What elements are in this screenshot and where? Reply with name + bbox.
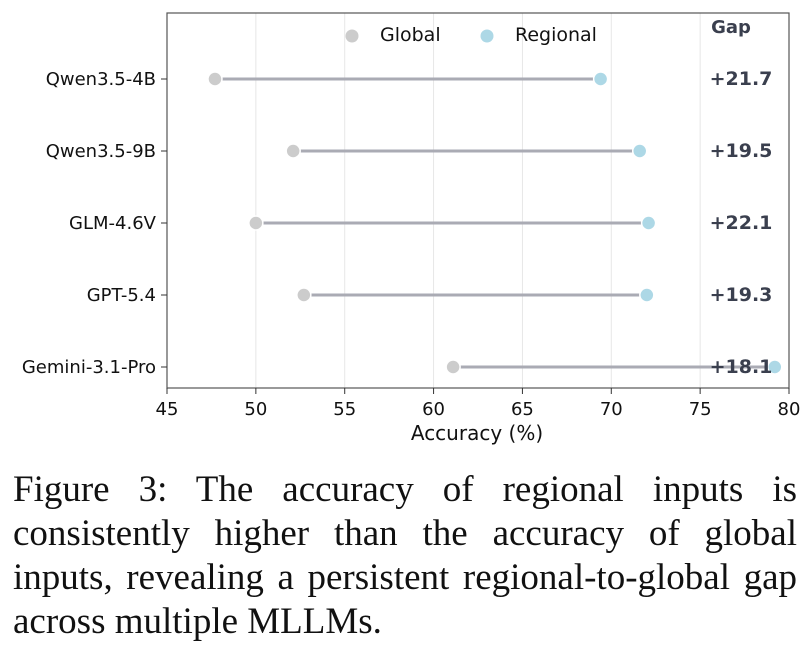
legend-regional-marker — [480, 29, 494, 43]
global-point — [285, 143, 301, 159]
plot-frame — [166, 12, 790, 389]
regional-point — [639, 287, 655, 303]
x-tick-label: 65 — [511, 399, 534, 420]
legend-global-marker — [345, 29, 359, 43]
y-axis-labels: Qwen3.5-4B Qwen3.5-9B GLM-4.6V GPT-5.4 Gemin… — [22, 69, 167, 378]
legend-global-label: Global — [380, 24, 441, 46]
global-point — [248, 215, 264, 231]
gap-labels: +21.7 +19.5 +22.1 +19.3 +18.1 — [710, 68, 773, 378]
legend: Global Regional — [345, 24, 597, 46]
y-tick-label: GPT-5.4 — [87, 285, 156, 306]
global-point — [207, 71, 223, 87]
dumbbell-chart: 45 50 55 60 65 70 75 80 Qwen3.5-4B Qwen3.5-9B GLM… — [22, 12, 801, 445]
grid-lines — [255, 13, 701, 388]
regional-point — [767, 359, 783, 375]
x-axis-ticks: 45 50 55 60 65 70 75 80 — [156, 388, 801, 420]
global-point — [296, 287, 312, 303]
legend-regional-label: Regional — [515, 24, 597, 46]
x-tick-label: 70 — [600, 399, 623, 420]
regional-point — [592, 71, 609, 87]
connector-lines — [214, 77, 775, 369]
x-tick-label: 60 — [422, 399, 445, 420]
data-points — [207, 71, 783, 375]
global-point — [445, 359, 461, 375]
y-tick-label: Gemini-3.1-Pro — [22, 357, 156, 378]
y-tick-label: Qwen3.5-4B — [46, 69, 156, 90]
y-tick-label: GLM-4.6V — [69, 213, 157, 234]
x-tick-label: 75 — [689, 399, 712, 420]
gap-value: +22.1 — [710, 212, 773, 234]
figure-caption: Figure 3: The accuracy of regional input… — [13, 469, 797, 642]
gap-value: +19.3 — [710, 284, 773, 306]
x-tick-label: 55 — [333, 399, 356, 420]
x-tick-label: 50 — [244, 399, 267, 420]
regional-point — [631, 143, 648, 159]
y-tick-label: Qwen3.5-9B — [46, 141, 156, 162]
gap-header: Gap — [711, 17, 751, 38]
x-tick-label: 45 — [156, 399, 179, 420]
x-axis-title: Accuracy (%) — [411, 421, 543, 445]
regional-point — [640, 215, 657, 231]
gap-value: +18.1 — [710, 356, 773, 378]
x-tick-label: 80 — [778, 399, 801, 420]
gap-value: +19.5 — [710, 140, 773, 162]
gap-value: +21.7 — [710, 68, 773, 90]
